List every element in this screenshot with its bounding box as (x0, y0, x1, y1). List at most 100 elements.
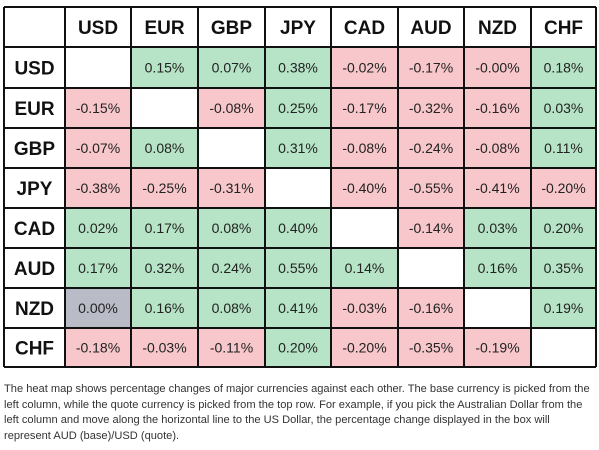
column-header-cell-gbp (198, 7, 265, 47)
heatmap-cell-aud-aud (398, 248, 464, 288)
heatmap-value-eur-usd: -0.15% (76, 100, 120, 116)
heatmap-value-eur-aud: -0.32% (409, 100, 453, 116)
heatmap-cell-chf-chf (531, 328, 596, 367)
heatmap-cell-gbp-jpy (265, 128, 331, 168)
heatmap-cell-eur-aud (398, 88, 464, 128)
heatmap-value-aud-cad: 0.14% (345, 260, 385, 276)
heatmap-value-jpy-gbp: -0.31% (209, 180, 253, 196)
row-header-cell-cad (4, 208, 65, 248)
column-header-cell-cad (331, 7, 398, 47)
heatmap-cell-usd-nzd (464, 47, 531, 88)
heatmap-cell-gbp-aud (398, 128, 464, 168)
row-header-cell-usd (4, 47, 65, 88)
row-header-chf: CHF (15, 339, 54, 360)
heatmap-value-jpy-eur: -0.25% (142, 180, 186, 196)
heatmap-value-chf-jpy: 0.20% (278, 340, 318, 356)
column-header-cell-usd (65, 7, 131, 47)
heatmap-value-jpy-cad: -0.40% (342, 180, 386, 196)
heatmap-value-chf-usd: -0.18% (76, 340, 120, 356)
heatmap-cell-cad-chf (531, 208, 596, 248)
heatmap-value-jpy-aud: -0.55% (409, 180, 453, 196)
column-header-cell-chf (531, 7, 596, 47)
heatmap-value-gbp-cad: -0.08% (342, 140, 386, 156)
heatmap-cell-usd-aud (398, 47, 464, 88)
heatmap-cell-usd-gbp (198, 47, 265, 88)
row-header-cell-nzd (4, 288, 65, 328)
heatmap-value-cad-usd: 0.02% (78, 220, 118, 236)
heatmap-cell-usd-eur (131, 47, 198, 88)
heatmap-value-chf-aud: -0.35% (409, 340, 453, 356)
heatmap-cell-gbp-chf (531, 128, 596, 168)
heatmap-cell-jpy-aud (398, 168, 464, 208)
heatmap-value-aud-chf: 0.35% (544, 260, 584, 276)
heatmap-value-gbp-nzd: -0.08% (475, 140, 519, 156)
heatmap-cell-chf-usd (65, 328, 131, 367)
heatmap-cell-nzd-jpy (265, 288, 331, 328)
column-header-chf: CHF (544, 18, 583, 39)
row-header-usd: USD (14, 59, 54, 80)
heatmap-cell-eur-jpy (265, 88, 331, 128)
row-header-cell-chf (4, 328, 65, 367)
heatmap-cell-nzd-usd (65, 288, 131, 328)
heatmap-cell-aud-eur (131, 248, 198, 288)
heatmap-cell-chf-eur (131, 328, 198, 367)
heatmap-cell-aud-cad (331, 248, 398, 288)
row-header-cell-aud (4, 248, 65, 288)
heatmap-value-nzd-eur: 0.16% (145, 300, 185, 316)
currency-heatmap: USD EUR GBP JPY CAD AUD NZD CHF USD EUR GBP JPY CAD A… (3, 6, 597, 368)
heatmap-value-eur-jpy: 0.25% (278, 100, 318, 116)
heatmap-cell-cad-gbp (198, 208, 265, 248)
column-header-eur: EUR (144, 18, 184, 39)
heatmap-cell-aud-gbp (198, 248, 265, 288)
heatmap-value-aud-jpy: 0.55% (278, 260, 318, 276)
heatmap-value-nzd-jpy: 0.41% (278, 300, 318, 316)
heatmap-value-gbp-usd: -0.07% (76, 140, 120, 156)
heatmap-cell-gbp-gbp (198, 128, 265, 168)
heatmap-cell-eur-chf (531, 88, 596, 128)
heatmap-value-cad-aud: -0.14% (409, 220, 453, 236)
heatmap-value-cad-eur: 0.17% (145, 220, 185, 236)
heatmap-cell-aud-jpy (265, 248, 331, 288)
heatmap-cell-cad-nzd (464, 208, 531, 248)
heatmap-value-eur-nzd: -0.16% (475, 100, 519, 116)
heatmap-value-nzd-usd: 0.00% (78, 300, 118, 316)
heatmap-cell-eur-usd (65, 88, 131, 128)
column-header-jpy: JPY (280, 18, 316, 39)
heatmap-cell-nzd-cad (331, 288, 398, 328)
heatmap-cell-jpy-nzd (464, 168, 531, 208)
heatmap-cell-gbp-eur (131, 128, 198, 168)
heatmap-cell-usd-jpy (265, 47, 331, 88)
heatmap-cell-nzd-chf (531, 288, 596, 328)
heatmap-cell-cad-eur (131, 208, 198, 248)
heatmap-value-aud-usd: 0.17% (78, 260, 118, 276)
row-header-gbp: GBP (14, 139, 56, 160)
heatmap-value-usd-cad: -0.02% (342, 60, 386, 76)
heatmap-value-eur-chf: 0.03% (544, 100, 584, 116)
heatmap-cell-eur-eur (131, 88, 198, 128)
heatmap-value-aud-eur: 0.32% (145, 260, 185, 276)
row-header-jpy: JPY (17, 179, 53, 200)
heatmap-value-nzd-chf: 0.19% (544, 300, 584, 316)
heatmap-cell-usd-usd (65, 47, 131, 88)
heatmap-cell-nzd-nzd (464, 288, 531, 328)
row-header-cell-gbp (4, 128, 65, 168)
heatmap-cell-chf-cad (331, 328, 398, 367)
heatmap-value-cad-jpy: 0.40% (278, 220, 318, 236)
heatmap-value-gbp-aud: -0.24% (409, 140, 453, 156)
column-header-cell-aud (398, 7, 464, 47)
heatmap-value-nzd-aud: -0.16% (409, 300, 453, 316)
heatmap-value-aud-gbp: 0.24% (212, 260, 252, 276)
heatmap-value-gbp-jpy: 0.31% (278, 140, 318, 156)
heatmap-cell-chf-aud (398, 328, 464, 367)
heatmap-caption: The heat map shows percentage changes of… (4, 383, 590, 442)
column-header-usd: USD (78, 18, 118, 39)
heatmap-value-usd-nzd: -0.00% (475, 60, 519, 76)
heatmap-value-cad-gbp: 0.08% (212, 220, 252, 236)
heatmap-value-jpy-usd: -0.38% (76, 180, 120, 196)
column-header-cell-nzd (464, 7, 531, 47)
heatmap-cell-gbp-cad (331, 128, 398, 168)
heatmap-cell-aud-nzd (464, 248, 531, 288)
heatmap-cell-chf-gbp (198, 328, 265, 367)
heatmap-cell-jpy-chf (531, 168, 596, 208)
heatmap-value-chf-nzd: -0.19% (475, 340, 519, 356)
